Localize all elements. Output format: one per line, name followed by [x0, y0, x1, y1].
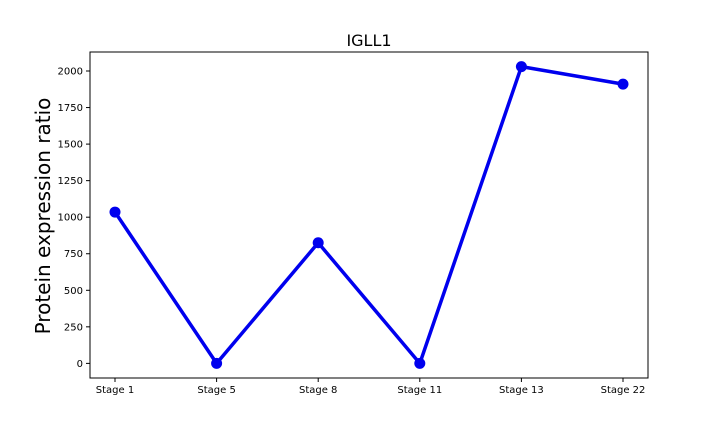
data-point [109, 206, 121, 218]
series-line [113, 64, 624, 366]
x-axis-ticks: Stage 1 Stage 5 Stage 8 Stage 11 Stage 13 Sta… [96, 378, 646, 396]
plot-area-frame [89, 51, 649, 379]
chart-title: IGLL1 [346, 31, 391, 50]
series-layer [109, 61, 629, 369]
y-tick-label: 500 [64, 286, 83, 297]
y-tick-label: 1500 [58, 140, 83, 151]
x-tick-label: Stage 5 [197, 385, 235, 396]
data-point [211, 357, 223, 369]
data-point [414, 357, 426, 369]
y-tick-label: 0 [77, 359, 83, 370]
x-tick-label: Stage 11 [397, 385, 442, 396]
y-axis-ticks: 0 250 500 750 1000 1250 1500 1750 2000 [58, 67, 90, 370]
data-point [312, 237, 324, 249]
data-point [617, 78, 629, 90]
y-tick-label: 750 [64, 249, 83, 260]
y-tick-label: 2000 [58, 67, 83, 78]
y-tick-label: 1000 [58, 213, 83, 224]
x-tick-label: Stage 22 [601, 385, 646, 396]
x-tick-label: Stage 8 [299, 385, 337, 396]
x-tick-label: Stage 1 [96, 385, 134, 396]
y-axis-label: Protein expression ratio [31, 98, 55, 335]
y-tick-label: 250 [64, 322, 83, 333]
x-tick-label: Stage 13 [499, 385, 544, 396]
y-tick-label: 1750 [58, 103, 83, 114]
y-tick-label: 1250 [58, 176, 83, 187]
data-point [515, 61, 527, 73]
